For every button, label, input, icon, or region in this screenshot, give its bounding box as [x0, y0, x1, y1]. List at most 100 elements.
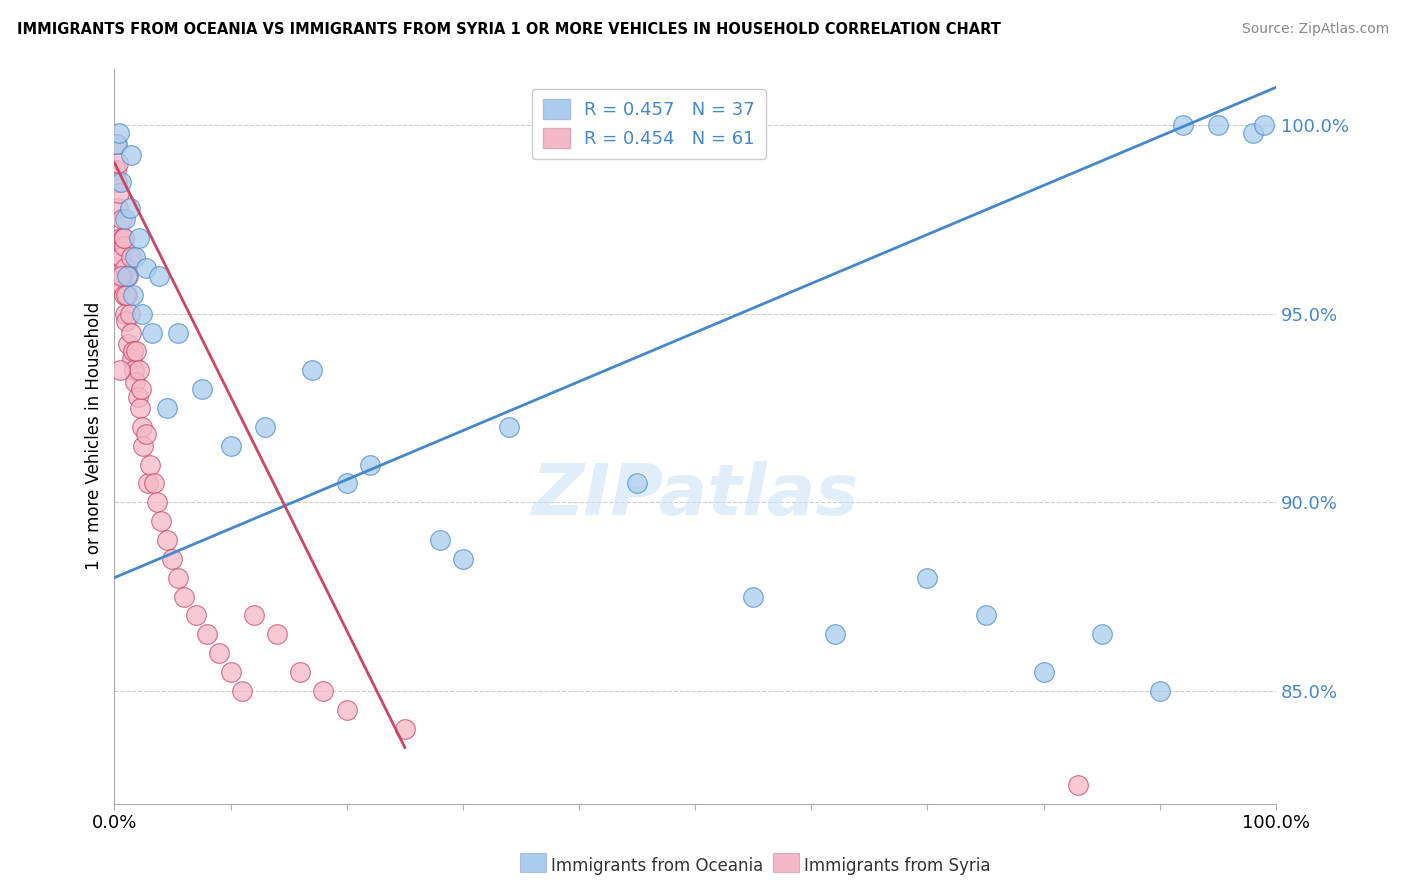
Point — [824, 627, 846, 641]
Point — [110, 250, 132, 264]
Point — [108, 126, 131, 140]
Point — [429, 533, 451, 547]
Point — [148, 268, 170, 283]
Point — [112, 231, 135, 245]
Point — [111, 231, 134, 245]
Point — [359, 458, 381, 472]
Point — [110, 175, 132, 189]
Point — [184, 608, 207, 623]
Point — [208, 646, 231, 660]
Point — [156, 533, 179, 547]
Point — [129, 382, 152, 396]
Point — [195, 627, 218, 641]
Point — [1067, 778, 1090, 792]
Point — [131, 420, 153, 434]
Point — [135, 261, 157, 276]
Point — [112, 268, 135, 283]
Point — [135, 427, 157, 442]
Point — [290, 665, 312, 679]
Point — [742, 590, 765, 604]
Point — [120, 326, 142, 340]
Point — [120, 148, 142, 162]
Point — [917, 571, 939, 585]
Point — [190, 382, 212, 396]
Text: Immigrants from Syria: Immigrants from Syria — [804, 857, 991, 875]
Point — [149, 514, 172, 528]
Point — [336, 703, 359, 717]
Point — [128, 363, 150, 377]
Point — [974, 608, 997, 623]
Point — [111, 212, 134, 227]
Point — [167, 571, 190, 585]
Point — [118, 307, 141, 321]
Point — [112, 288, 135, 302]
Point — [108, 186, 131, 200]
Point — [112, 239, 135, 253]
Point — [167, 326, 190, 340]
Point — [115, 288, 138, 302]
Point — [105, 163, 128, 178]
Point — [104, 136, 127, 151]
Point — [254, 420, 277, 434]
Point — [110, 277, 132, 291]
Point — [312, 683, 335, 698]
Point — [136, 476, 159, 491]
Point — [124, 375, 146, 389]
Point — [110, 268, 132, 283]
Point — [107, 201, 129, 215]
Point — [117, 336, 139, 351]
Point — [1032, 665, 1054, 679]
Point — [336, 476, 359, 491]
Point — [124, 250, 146, 264]
Point — [128, 231, 150, 245]
Point — [110, 231, 132, 245]
Point — [115, 268, 138, 283]
Point — [243, 608, 266, 623]
Point — [1171, 118, 1194, 132]
Point — [219, 665, 242, 679]
Point — [141, 326, 163, 340]
Point — [626, 476, 648, 491]
Point — [132, 439, 155, 453]
Point — [127, 390, 149, 404]
Point — [173, 590, 195, 604]
Point — [114, 261, 136, 276]
Point — [266, 627, 288, 641]
Point — [122, 344, 145, 359]
Point — [105, 175, 128, 189]
Point — [125, 344, 148, 359]
Point — [142, 476, 165, 491]
Point — [394, 722, 416, 736]
Point — [120, 250, 142, 264]
Point — [115, 314, 138, 328]
Point — [139, 458, 162, 472]
Point — [1091, 627, 1114, 641]
Point — [219, 439, 242, 453]
Point — [1149, 683, 1171, 698]
Point — [156, 401, 179, 415]
Point — [146, 495, 169, 509]
Point — [162, 551, 184, 566]
Point — [107, 156, 129, 170]
Point — [117, 268, 139, 283]
Point — [115, 288, 138, 302]
Point — [122, 363, 145, 377]
Point — [122, 288, 145, 302]
Point — [108, 250, 131, 264]
Point — [114, 307, 136, 321]
Y-axis label: 1 or more Vehicles in Household: 1 or more Vehicles in Household — [86, 302, 103, 570]
Point — [1253, 118, 1275, 132]
Point — [131, 307, 153, 321]
Point — [451, 551, 474, 566]
Legend: R = 0.457   N = 37, R = 0.454   N = 61: R = 0.457 N = 37, R = 0.454 N = 61 — [531, 88, 766, 159]
Point — [114, 212, 136, 227]
Text: Source: ZipAtlas.com: Source: ZipAtlas.com — [1241, 22, 1389, 37]
Point — [121, 351, 143, 366]
Point — [129, 401, 152, 415]
Text: ZIPatlas: ZIPatlas — [531, 460, 859, 530]
Point — [301, 363, 323, 377]
Text: Immigrants from Oceania: Immigrants from Oceania — [551, 857, 763, 875]
Point — [1241, 126, 1264, 140]
Point — [1206, 118, 1229, 132]
Point — [498, 420, 520, 434]
